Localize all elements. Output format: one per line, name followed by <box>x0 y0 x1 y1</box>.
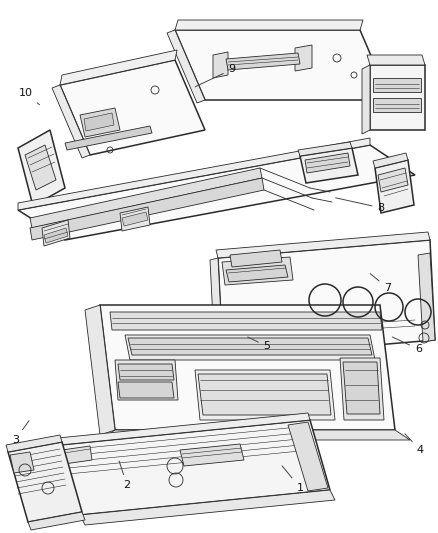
Text: 1: 1 <box>282 466 304 492</box>
Polygon shape <box>198 374 331 415</box>
Polygon shape <box>373 78 421 92</box>
Text: 2: 2 <box>119 461 131 490</box>
Polygon shape <box>10 452 34 473</box>
Polygon shape <box>80 490 335 525</box>
Polygon shape <box>52 85 90 158</box>
Polygon shape <box>125 335 375 360</box>
Text: 8: 8 <box>336 198 385 213</box>
Polygon shape <box>288 422 328 491</box>
Polygon shape <box>175 30 390 100</box>
Text: 4: 4 <box>405 434 424 455</box>
Polygon shape <box>167 30 205 103</box>
Polygon shape <box>218 240 435 358</box>
Polygon shape <box>300 148 358 183</box>
Polygon shape <box>367 55 425 65</box>
Polygon shape <box>128 338 372 355</box>
Polygon shape <box>42 220 70 246</box>
Polygon shape <box>25 145 56 190</box>
Polygon shape <box>340 358 384 420</box>
Polygon shape <box>343 362 380 414</box>
Polygon shape <box>375 160 414 213</box>
Polygon shape <box>44 228 68 243</box>
Polygon shape <box>210 258 223 360</box>
Polygon shape <box>85 305 115 435</box>
Polygon shape <box>418 253 435 342</box>
Polygon shape <box>373 98 421 112</box>
Polygon shape <box>226 53 300 70</box>
Polygon shape <box>60 50 177 85</box>
Polygon shape <box>118 364 174 380</box>
Text: 7: 7 <box>370 273 391 293</box>
Text: 9: 9 <box>195 64 236 87</box>
Polygon shape <box>65 126 152 150</box>
Polygon shape <box>373 153 408 168</box>
Polygon shape <box>58 413 310 445</box>
Polygon shape <box>378 168 408 192</box>
Polygon shape <box>8 442 82 522</box>
Polygon shape <box>100 430 410 440</box>
Polygon shape <box>100 305 395 430</box>
Polygon shape <box>115 360 178 400</box>
Polygon shape <box>18 145 415 240</box>
Polygon shape <box>370 65 425 130</box>
Polygon shape <box>298 142 352 156</box>
Polygon shape <box>216 232 430 258</box>
Polygon shape <box>362 65 370 134</box>
Polygon shape <box>230 250 282 267</box>
Polygon shape <box>28 512 85 530</box>
Polygon shape <box>295 45 312 71</box>
Polygon shape <box>6 435 62 452</box>
Polygon shape <box>60 420 330 515</box>
Polygon shape <box>80 108 120 137</box>
Polygon shape <box>18 138 370 210</box>
Polygon shape <box>195 370 335 420</box>
Polygon shape <box>30 178 264 240</box>
Polygon shape <box>120 207 150 231</box>
Text: 6: 6 <box>392 337 422 354</box>
Polygon shape <box>30 168 262 228</box>
Text: 10: 10 <box>19 88 39 105</box>
Polygon shape <box>62 446 92 464</box>
Text: 3: 3 <box>12 421 29 445</box>
Polygon shape <box>118 382 174 398</box>
Polygon shape <box>18 130 65 206</box>
Polygon shape <box>222 257 293 285</box>
Polygon shape <box>305 153 350 173</box>
Polygon shape <box>60 60 205 155</box>
Polygon shape <box>213 52 228 78</box>
Polygon shape <box>180 444 244 466</box>
Polygon shape <box>175 20 363 30</box>
Polygon shape <box>122 212 148 226</box>
Polygon shape <box>110 312 382 330</box>
Polygon shape <box>226 265 288 282</box>
Polygon shape <box>84 113 114 131</box>
Text: 5: 5 <box>248 337 271 351</box>
